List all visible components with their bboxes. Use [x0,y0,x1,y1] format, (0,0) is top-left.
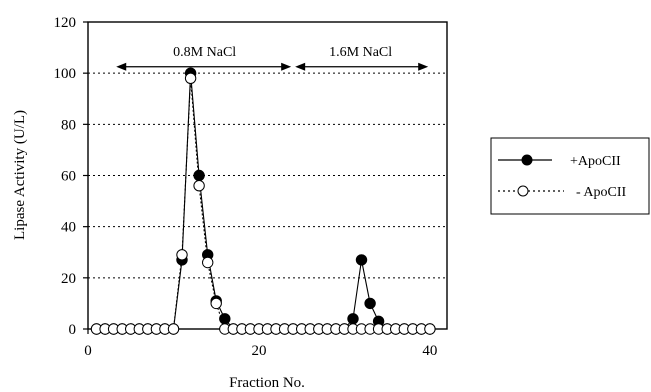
y-tick-label: 0 [69,322,77,338]
series-markers [90,67,436,335]
y-tick-label: 100 [54,66,77,82]
data-point-plus-apocii [219,313,231,325]
gridlines [88,72,447,279]
x-tick-label: 40 [422,343,437,359]
data-point-plus-apocii [193,169,205,182]
data-point-minus-apocii [167,323,180,335]
annotation-arrowhead-right [418,62,429,71]
y-tick-label: 60 [61,169,76,185]
annotations: 0.8M NaCl 1.6M NaCl [116,45,429,71]
annotation-label: 0.8M NaCl [173,45,236,60]
data-point-minus-apocii [176,249,188,261]
series-line-plus-apocii [96,73,430,330]
y-tick-label: 20 [61,271,76,287]
data-point-minus-apocii [202,256,214,269]
annotation-arrowhead-right [281,62,292,71]
data-point-minus-apocii [184,72,197,85]
series-lines [96,73,430,330]
legend-label-plus-apocii: +ApoCII [570,154,621,169]
annotation-arrowhead-left [295,62,306,71]
y-tick-label: 120 [54,15,77,31]
legend: +ApoCII - ApoCII [490,137,650,215]
x-axis-title: Fraction No. [229,375,305,391]
legend-box [490,137,650,215]
annotation-arrowhead-left [116,62,127,71]
data-point-minus-apocii [424,323,436,335]
data-point-plus-apocii [364,297,376,310]
legend-marker-minus-apocii [517,185,529,197]
data-point-plus-apocii [355,254,368,266]
annotation-label: 1.6M NaCl [329,45,392,60]
y-tick-label: 40 [61,220,76,236]
series-line-minus-apocii [96,78,430,330]
data-point-minus-apocii [210,297,222,310]
legend-marker-plus-apocii [521,154,533,166]
data-point-plus-apocii [347,313,359,325]
x-tick-label: 20 [251,343,266,359]
y-tick-label: 80 [61,117,76,133]
x-tick-label: 0 [84,343,92,359]
legend-label-minus-apocii: - ApoCII [576,185,627,200]
data-point-minus-apocii [193,180,205,192]
y-axis-title: Lipase Activity (U/L) [12,110,28,240]
